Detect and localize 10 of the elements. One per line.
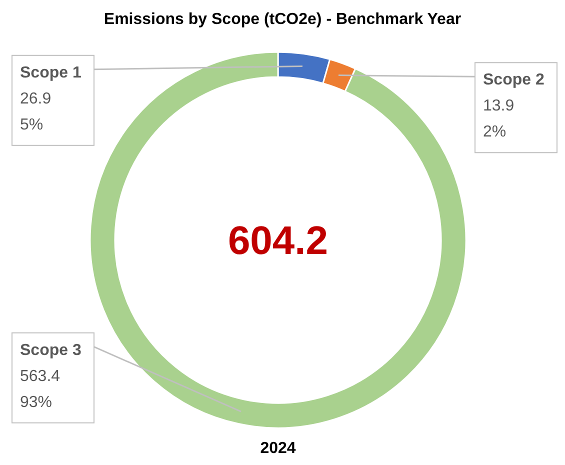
chart-title: Emissions by Scope (tCO2e) - Benchmark Year	[104, 11, 462, 28]
slice-label: Scope 2	[483, 72, 544, 89]
donut-slice	[89, 51, 467, 429]
data-label: 563.4 93%	[20, 368, 60, 411]
text: 604.2	[228, 219, 328, 263]
data-label: 26.9 5%	[20, 90, 52, 134]
text: 2024	[260, 440, 296, 457]
data-label: 13.9 2%	[483, 98, 514, 141]
slice-label: Scope 1	[20, 64, 82, 82]
slice-label: Scope 3	[20, 342, 82, 359]
